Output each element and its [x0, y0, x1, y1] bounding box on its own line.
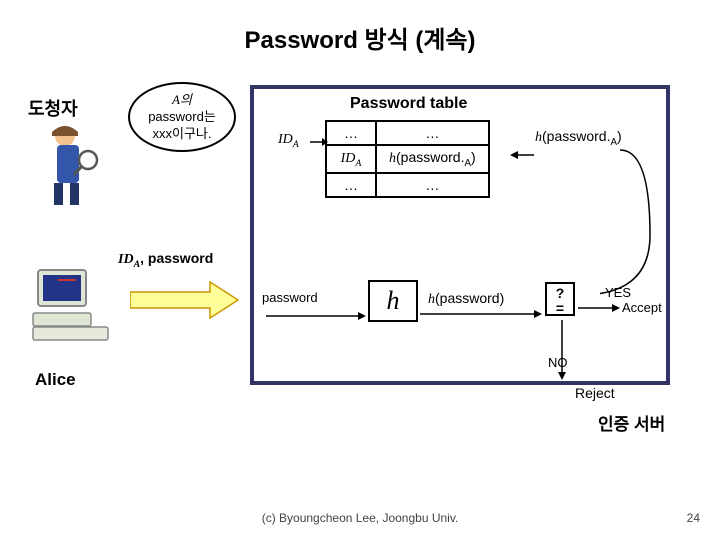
arrow-icon: [556, 320, 568, 380]
arrow-icon: [600, 145, 660, 305]
reject-label: Reject: [575, 385, 615, 401]
computer-icon: [28, 265, 113, 345]
auth-server-label: 인증 서버: [598, 410, 665, 435]
h-password-label: h(password): [428, 290, 504, 308]
arrow-icon: [420, 308, 542, 320]
arrow-icon: [578, 302, 620, 314]
id-a-label: IDA: [278, 130, 299, 150]
no-label: NO: [548, 355, 568, 370]
arrow-icon: [266, 310, 366, 322]
compare-box: ?=: [545, 282, 575, 316]
alice-label: Alice: [35, 370, 76, 390]
eavesdropper-label: 도청자: [28, 95, 78, 121]
hash-function-box: h: [368, 280, 418, 322]
password-input-label: password: [262, 290, 318, 305]
speech-bubble: A의 password는 xxx이구나.: [128, 82, 236, 152]
accept-label: Accept: [622, 300, 662, 315]
page-title: Password 방식 (계속): [0, 0, 720, 55]
password-table-title: Password table: [350, 95, 467, 113]
password-table: …… IDA h(password.A) ……: [325, 120, 490, 198]
eavesdropper-icon: [40, 120, 105, 210]
page-number: 24: [687, 511, 700, 525]
arrow-icon: [510, 149, 534, 161]
id-a-password-label: IDA, password: [118, 250, 213, 270]
yes-label: YES: [605, 285, 631, 300]
send-arrow-icon: [130, 280, 240, 320]
footer-text: (c) Byoungcheon Lee, Joongbu Univ.: [0, 511, 720, 525]
